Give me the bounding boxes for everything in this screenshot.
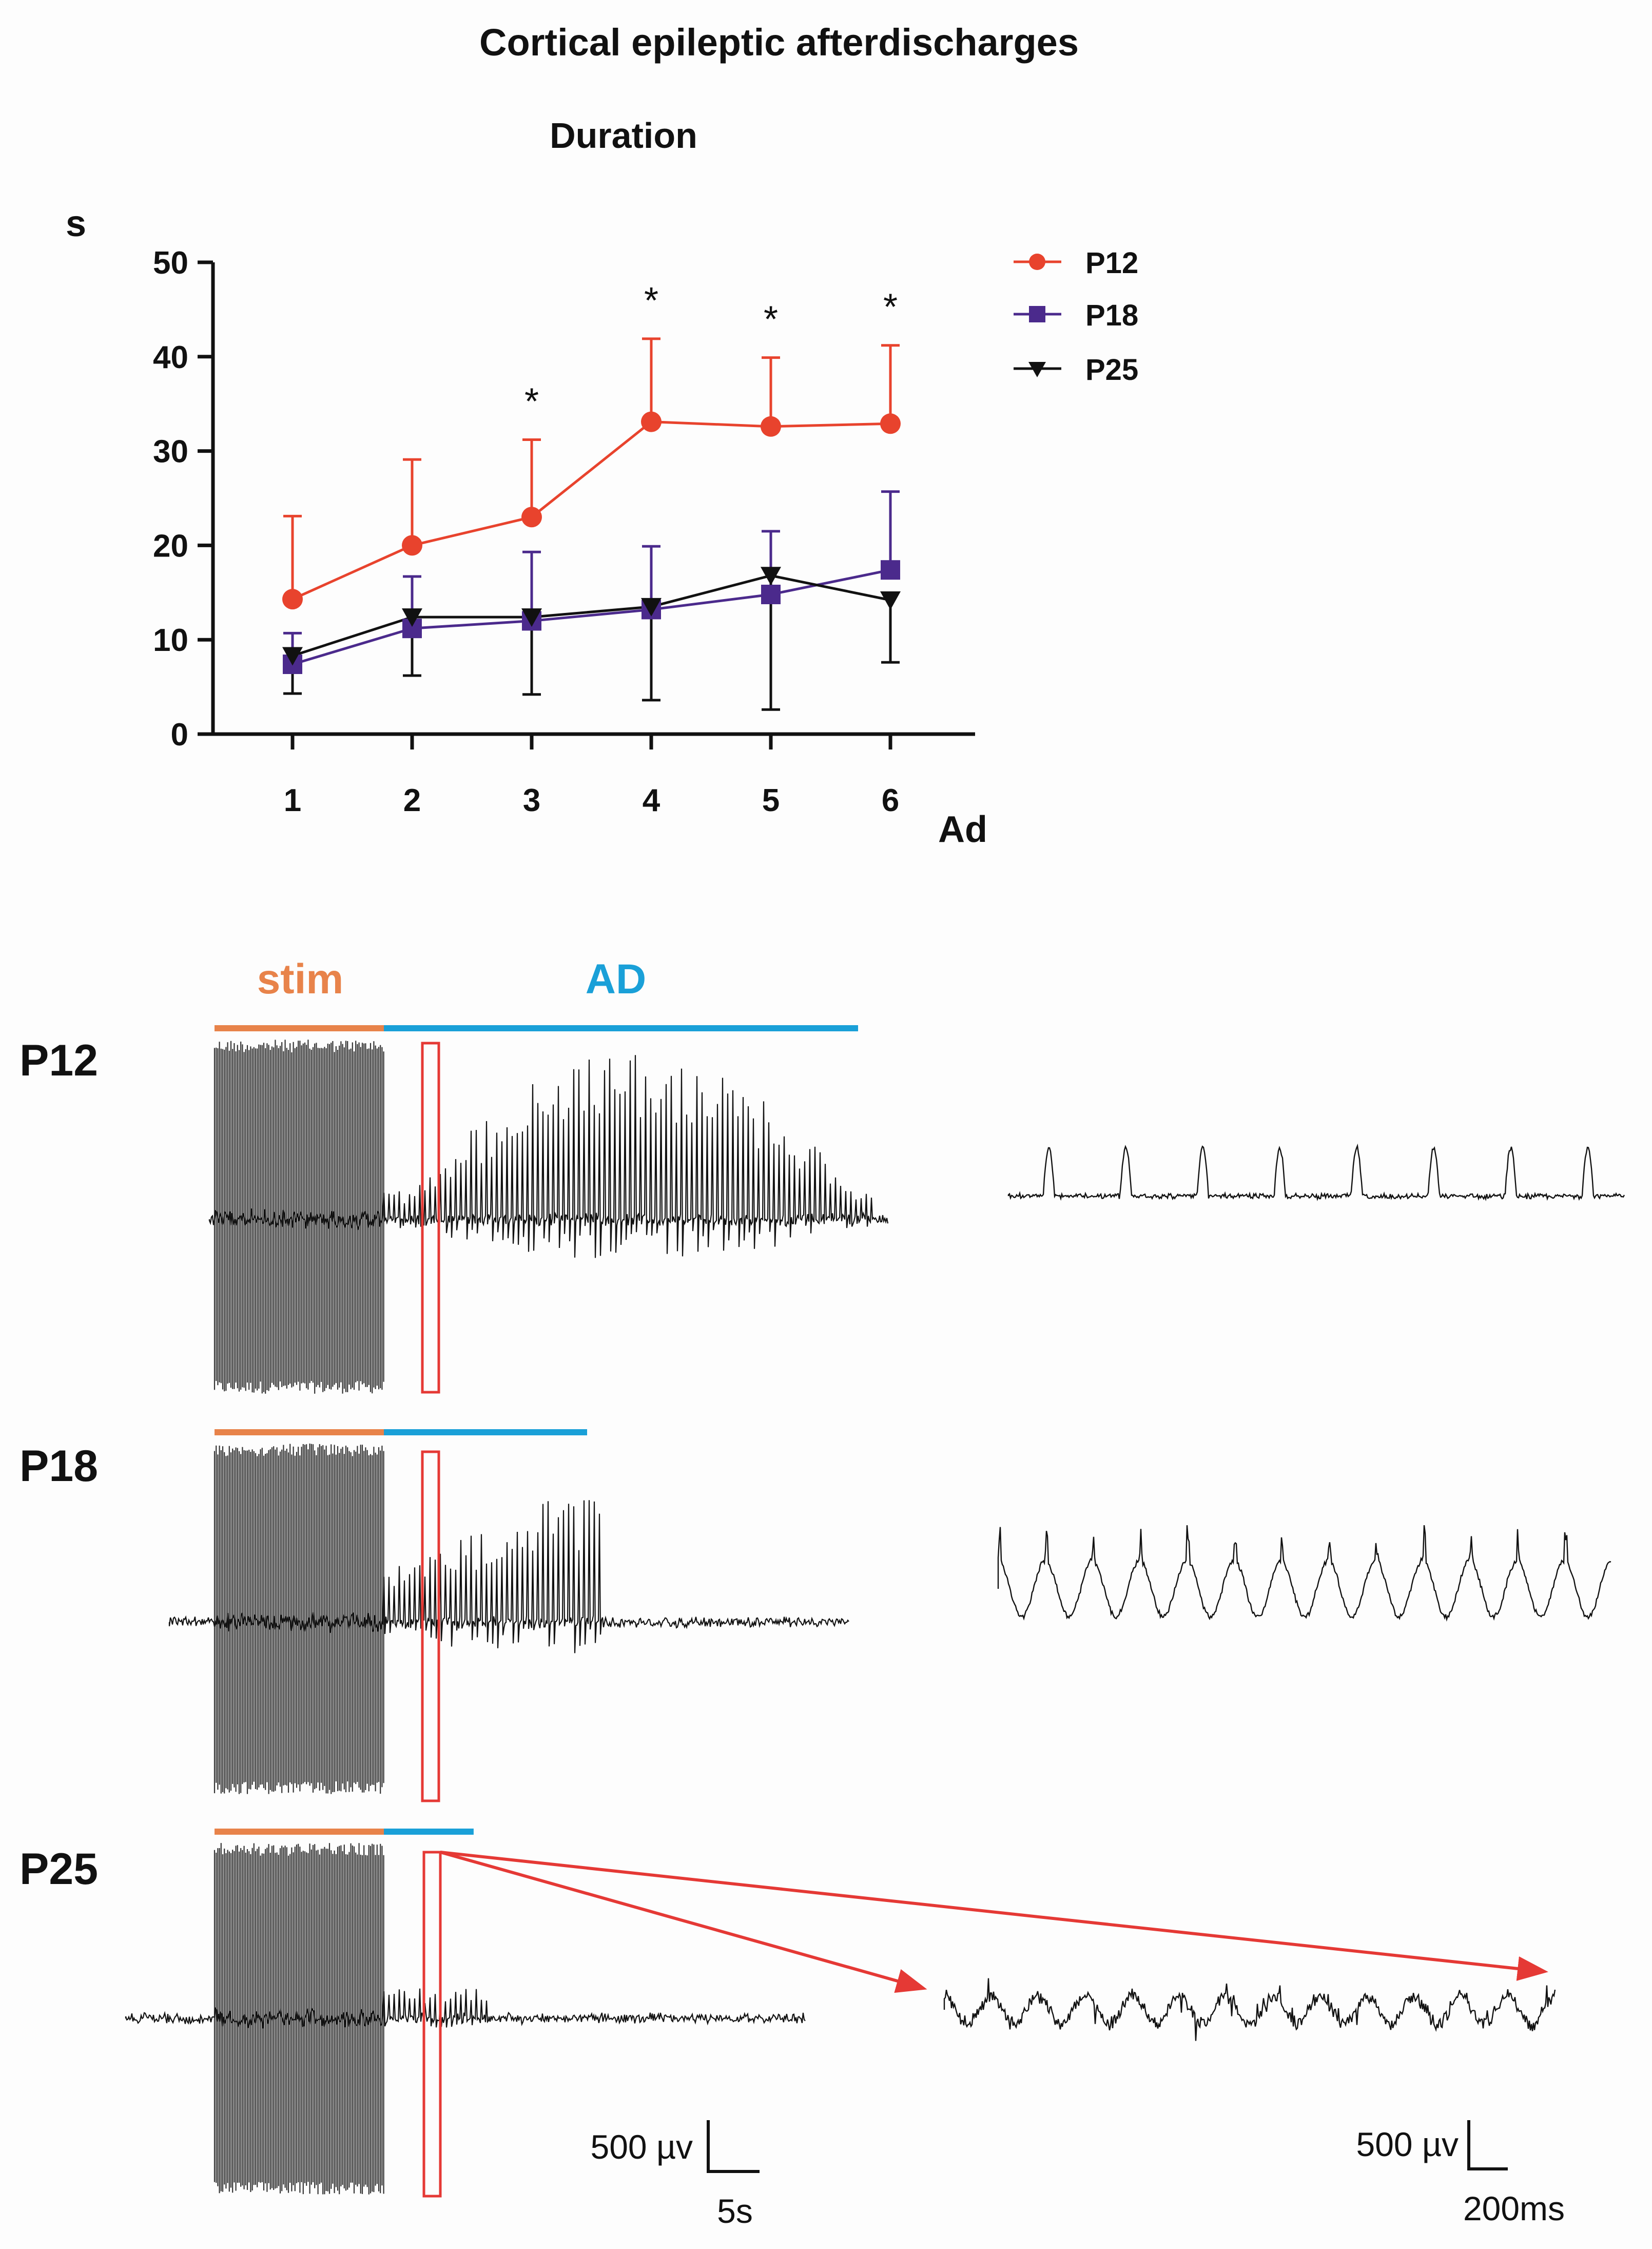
scale-left-bar	[707, 2120, 760, 2173]
figure-title: Cortical epileptic afterdischarges	[479, 21, 1079, 64]
stim-artifact-p18	[213, 1444, 384, 1794]
stim-label: stim	[257, 956, 344, 1003]
row-label-p12: P12	[20, 1036, 98, 1085]
ad-label: AD	[586, 956, 646, 1003]
data-point-p25	[880, 591, 901, 610]
legend: P12 P18 P25	[1014, 246, 1138, 387]
highlight-box-p12	[421, 1042, 440, 1394]
significance-star: *	[524, 381, 539, 422]
data-point-p25	[641, 598, 662, 617]
data-point-p12	[521, 507, 542, 528]
data-point-p12	[402, 535, 422, 556]
zoomed-trace-p25	[943, 1978, 1556, 2041]
y-tick-label: 20	[153, 528, 188, 564]
x-tick-label: 1	[284, 783, 301, 818]
y-tick-label: 40	[153, 340, 188, 375]
scale-bar-left: 500 µv 5s	[591, 2120, 760, 2230]
zoomed-trace-p12	[1007, 1143, 1625, 1202]
data-point-p12	[282, 589, 303, 610]
scale-right-time: 200ms	[1463, 2189, 1565, 2227]
x-tick-label: 6	[882, 783, 899, 818]
x-axis-label: Ad	[938, 809, 987, 850]
x-tick-label: 3	[523, 783, 540, 818]
scale-left-time: 5s	[717, 2192, 753, 2230]
significance-star: *	[883, 287, 898, 328]
data-point-p18	[761, 584, 781, 604]
significance-star: *	[644, 280, 658, 321]
legend-label-p12: P12	[1085, 246, 1138, 280]
zoomed-trace-p18	[997, 1525, 1611, 1622]
x-tick-label: 5	[762, 783, 780, 818]
data-point-p25	[521, 608, 542, 627]
highlight-box-p25	[422, 1851, 442, 2198]
data-point-p12	[641, 411, 662, 432]
y-tick-label: 0	[171, 717, 188, 753]
data-point-p12	[880, 413, 901, 434]
legend-label-p18: P18	[1085, 299, 1138, 332]
data-point-p12	[761, 416, 781, 437]
legend-marker-p18	[1029, 306, 1045, 322]
data-point-p25	[761, 567, 781, 586]
highlight-box-p18	[421, 1450, 440, 1802]
y-tick-label: 10	[153, 623, 188, 658]
series-line-p25	[292, 574, 891, 657]
chart-title: Duration	[550, 116, 697, 156]
eeg-trace-p18	[168, 1500, 849, 1654]
legend-marker-p25	[1028, 362, 1046, 377]
y-axis-label: s	[66, 203, 86, 244]
x-tick-label: 2	[403, 783, 421, 818]
data-point-p25	[402, 608, 422, 627]
eeg-trace-p12	[208, 1055, 889, 1258]
legend-label-p25: P25	[1085, 353, 1138, 387]
significance-star: *	[764, 299, 778, 340]
eeg-trace-p25	[125, 1988, 806, 2029]
row-label-p18: P18	[20, 1441, 98, 1491]
series-line-p18	[292, 568, 891, 666]
scale-right-bar	[1467, 2120, 1508, 2170]
zoom-arrow-lower	[440, 1851, 927, 1993]
series-line-p12	[291, 420, 891, 601]
scale-right-amplitude: 500 µv	[1356, 2125, 1459, 2163]
y-tick-label: 50	[153, 245, 188, 281]
data-point-p25	[282, 647, 303, 666]
legend-marker-p12	[1029, 254, 1045, 270]
x-tick-label: 4	[643, 783, 660, 818]
y-tick-label: 30	[153, 434, 188, 470]
zoom-arrow-upper	[440, 1851, 1548, 1981]
scale-bar-right: 500 µv 200ms	[1356, 2120, 1565, 2227]
data-point-p18	[881, 560, 900, 580]
scale-left-amplitude: 500 µv	[591, 2128, 693, 2166]
row-label-p25: P25	[20, 1844, 98, 1894]
